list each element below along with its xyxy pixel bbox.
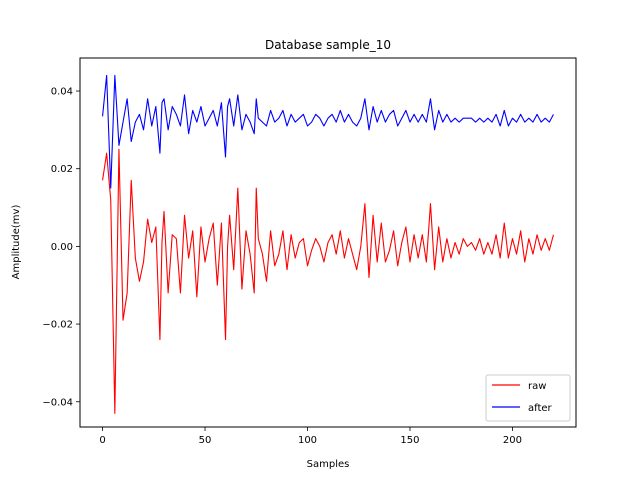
series-line-raw — [102, 148, 554, 414]
y-tick-label: −0.02 — [42, 320, 73, 331]
plot-frame — [79, 57, 577, 428]
legend-label-raw: raw — [528, 381, 546, 392]
legend: raw after — [485, 374, 571, 422]
y-tick-label: 0.02 — [51, 164, 73, 175]
x-tick-label: 50 — [199, 435, 212, 446]
x-axis-label: Samples — [307, 459, 350, 470]
chart-title: Database sample_10 — [265, 38, 391, 52]
x-tick-label: 0 — [99, 435, 105, 446]
y-tick-label: 0.00 — [51, 242, 73, 253]
y-axis-label: Amplitude(mv) — [11, 205, 22, 280]
plot-area — [102, 74, 554, 414]
y-axis: −0.04 −0.02 0.00 0.02 0.04 — [42, 87, 80, 408]
series-line-after — [102, 74, 554, 189]
x-tick-label: 200 — [503, 435, 522, 446]
y-tick-label: −0.04 — [42, 397, 73, 408]
x-tick-label: 100 — [298, 435, 317, 446]
x-tick-label: 150 — [400, 435, 419, 446]
legend-box — [485, 374, 571, 422]
x-axis: 0 50 100 150 200 — [99, 427, 522, 446]
legend-label-after: after — [528, 403, 553, 414]
y-tick-label: 0.04 — [51, 87, 73, 98]
